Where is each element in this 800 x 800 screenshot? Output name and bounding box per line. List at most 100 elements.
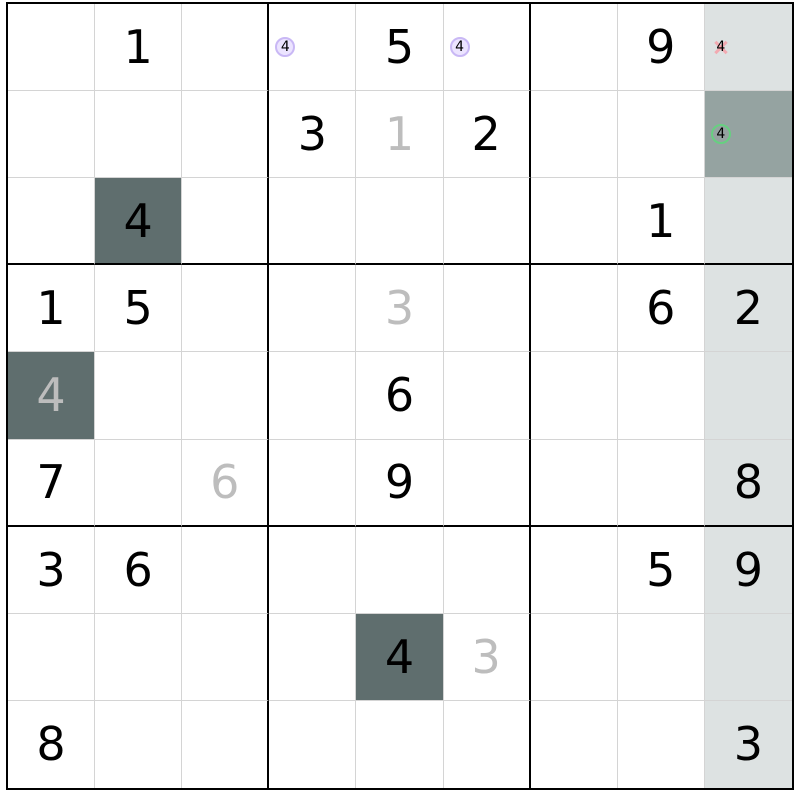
cell-r3-c6[interactable] [443,178,531,266]
cell-r6-c1[interactable]: 7 [8,439,96,527]
cell-r3-c7[interactable] [530,178,618,266]
cell-digit: 2 [471,107,501,162]
cell-r8-c6[interactable]: 3 [443,613,531,701]
cell-r7-c6[interactable] [443,526,531,614]
cell-r5-c4[interactable] [269,352,357,440]
cell-r8-c7[interactable] [530,613,618,701]
cell-r7-c1[interactable]: 3 [8,526,96,614]
cell-r8-c9[interactable] [704,613,792,701]
cell-r4-c6[interactable] [443,265,531,353]
cell-r4-c1[interactable]: 1 [8,265,96,353]
cell-r9-c3[interactable] [182,700,270,788]
cell-digit: 5 [384,20,415,75]
cell-r2-c4[interactable]: 3 [269,91,357,179]
cell-r2-c9[interactable]: 4 [704,91,792,179]
cell-r5-c3[interactable] [182,352,270,440]
cell-r9-c1[interactable]: 8 [8,700,96,788]
cell-digit: 2 [733,281,764,336]
cell-r5-c6[interactable] [443,352,531,440]
cell-r1-c1[interactable] [8,4,96,92]
cell-r9-c4[interactable] [269,700,357,788]
cell-r1-c4[interactable]: 4 [269,4,357,92]
cell-r4-c4[interactable] [269,265,357,353]
cell-r6-c5[interactable]: 9 [356,439,444,527]
cell-r8-c1[interactable] [8,613,96,701]
cell-r2-c8[interactable] [617,91,705,179]
cell-r3-c4[interactable] [269,178,357,266]
cell-r2-c2[interactable] [95,91,183,179]
cell-r7-c2[interactable]: 6 [95,526,183,614]
cell-r7-c3[interactable] [182,526,270,614]
cell-r7-c9[interactable]: 9 [704,526,792,614]
cell-r9-c7[interactable] [531,700,618,788]
cell-digit: 4 [123,193,153,248]
cell-digit: 9 [384,455,415,510]
cell-r9-c9[interactable]: 3 [704,700,792,788]
cell-r9-c6[interactable] [444,700,531,788]
cell-r1-c9[interactable]: 4 [704,4,792,92]
cell-r1-c6[interactable]: 4 [443,4,531,92]
cell-r1-c2[interactable]: 1 [95,4,183,92]
cell-r6-c8[interactable] [617,439,705,527]
cell-r7-c4[interactable] [269,526,357,614]
cell-r4-c5[interactable]: 3 [356,265,444,353]
cell-r8-c8[interactable] [617,613,705,701]
cell-r3-c2[interactable]: 4 [95,178,183,266]
cell-r8-c2[interactable] [95,613,183,701]
sudoku-board: 1 4 5 4 9 4 3 1 2 4 4 1 1 5 3 6 2 4 6 7 6 9 8 3 6 5 9 4 3 8 3 [6,2,794,790]
cell-r8-c5[interactable]: 4 [356,613,444,701]
cell-r6-c3[interactable]: 6 [182,439,270,527]
cell-r7-c8[interactable]: 5 [617,526,705,614]
cell-r5-c8[interactable] [617,352,705,440]
cell-r2-c5[interactable]: 1 [356,91,444,179]
cell-r1-c8[interactable]: 9 [617,4,705,92]
cell-r3-c3[interactable] [182,178,270,266]
cell-r4-c3[interactable] [182,265,270,353]
cell-r6-c4[interactable] [269,439,357,527]
pencil-mark: 4 [711,37,731,57]
cell-r2-c1[interactable] [8,91,96,179]
cell-r5-c2[interactable] [95,352,183,440]
cell-r6-c9[interactable]: 8 [704,439,792,527]
cell-r9-c8[interactable] [618,700,705,788]
cell-r5-c1[interactable]: 4 [8,352,96,440]
cell-r5-c5[interactable]: 6 [356,352,444,440]
cell-digit: 9 [733,542,764,597]
cell-r2-c7[interactable] [530,91,618,179]
cell-r4-c8[interactable]: 6 [617,265,705,353]
cell-r2-c3[interactable] [182,91,270,179]
cell-r9-c5[interactable] [356,700,444,788]
cell-r8-c3[interactable] [182,613,270,701]
cell-digit: 3 [297,107,328,162]
cell-digit: 1 [36,281,66,336]
cell-r5-c7[interactable] [530,352,618,440]
cell-r4-c7[interactable] [530,265,618,353]
pencil-mark-digit: 4 [716,126,726,143]
cell-r2-c6[interactable]: 2 [443,91,531,179]
cell-digit: 6 [646,281,676,336]
cell-r6-c2[interactable] [95,439,183,527]
cell-r1-c5[interactable]: 5 [356,4,444,92]
cell-r8-c4[interactable] [269,613,357,701]
cell-r3-c5[interactable] [356,178,444,266]
pencil-mark: 4 [275,37,296,58]
cell-r1-c3[interactable] [182,4,270,92]
cell-r6-c6[interactable] [443,439,531,527]
cell-r4-c2[interactable]: 5 [95,265,183,353]
pencil-mark-digit: 4 [280,39,290,56]
cell-r5-c9[interactable] [704,352,792,440]
cell-r9-c2[interactable] [95,700,183,788]
cell-digit: 7 [36,455,66,510]
cell-r6-c7[interactable] [530,439,618,527]
pencil-mark: 4 [449,37,470,58]
cell-digit: 6 [210,455,240,510]
cell-r3-c9[interactable] [704,178,792,266]
pencil-mark-digit: 4 [455,39,464,56]
cell-r1-c7[interactable] [530,4,618,92]
cell-r7-c5[interactable] [356,526,444,614]
cell-r3-c1[interactable] [8,178,96,266]
pencil-mark-digit: 4 [716,39,726,56]
cell-r4-c9[interactable]: 2 [704,265,792,353]
cell-r7-c7[interactable] [530,526,618,614]
cell-r3-c8[interactable]: 1 [617,178,705,266]
